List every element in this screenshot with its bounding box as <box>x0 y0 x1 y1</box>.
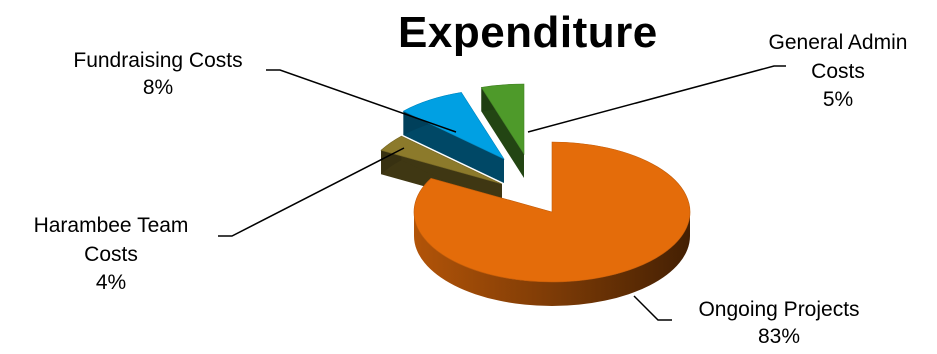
slice-percent: 4% <box>95 271 127 294</box>
pie-slice-ongoing-projects <box>413 141 691 306</box>
slice-name-line-1: General Admin Costs <box>768 31 908 83</box>
pie-slice-general-admin-costs <box>480 83 525 178</box>
leader-line-fundraising-costs <box>266 69 457 133</box>
slice-label-harambee-team-costs: Harambee Team Costs 4% <box>4 211 218 296</box>
chart-title: Expenditure <box>398 8 658 57</box>
slice-side-wall-0 <box>403 111 504 183</box>
leader-line-general-admin-costs <box>527 65 786 133</box>
leader-line-ongoing-projects <box>633 295 672 321</box>
slice-top-face <box>380 135 503 185</box>
slice-label-fundraising-costs: Fundraising Costs 8% <box>40 47 276 101</box>
slice-name: Ongoing Projects <box>698 298 860 321</box>
slice-percent: 8% <box>142 76 174 99</box>
slice-side-wall-0 <box>481 87 524 178</box>
leader-line-harambee-team-costs <box>218 147 405 237</box>
slice-outer-wall <box>414 212 690 306</box>
slice-name: Harambee Team Costs <box>33 214 189 266</box>
slice-top-face <box>480 83 525 156</box>
slice-percent: 5% <box>822 88 854 111</box>
slice-label-general-admin-costs: General Admin Costs 5% <box>740 28 936 113</box>
pie-slice-fundraising-costs <box>402 92 505 183</box>
slice-label-ongoing-projects: Ongoing Projects 83% <box>668 296 890 350</box>
slice-top-face <box>413 141 691 283</box>
slice-name: Fundraising Costs <box>73 49 243 72</box>
slice-top-face <box>402 92 505 160</box>
slice-percent: 83% <box>757 325 801 348</box>
